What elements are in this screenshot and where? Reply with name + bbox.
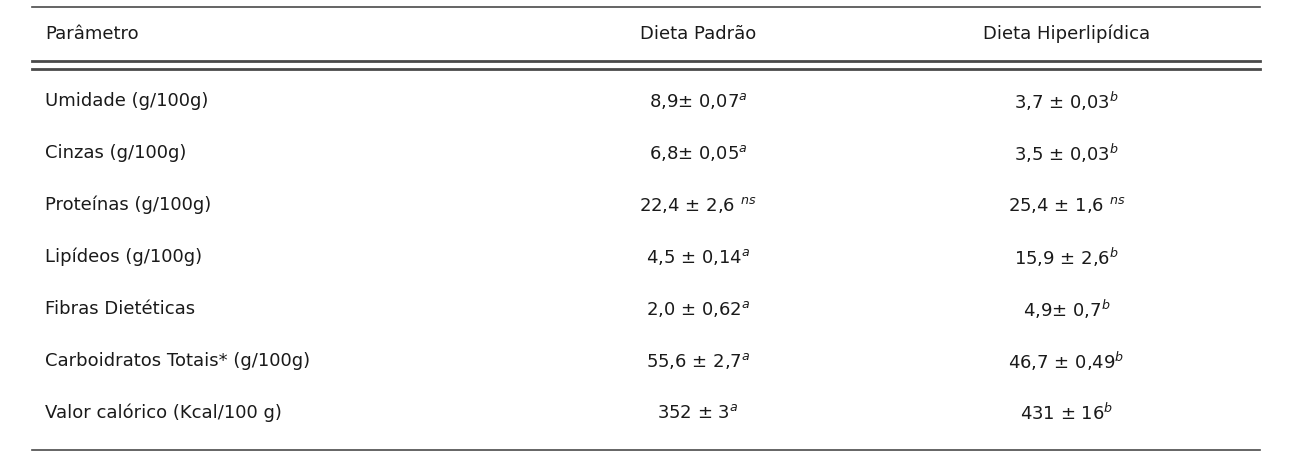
Text: Cinzas (g/100g): Cinzas (g/100g) — [45, 144, 186, 162]
Text: Proteínas (g/100g): Proteínas (g/100g) — [45, 196, 212, 214]
Text: Valor calórico (Kcal/100 g): Valor calórico (Kcal/100 g) — [45, 404, 282, 422]
Text: 2,0 ± 0,62$^{a}$: 2,0 ± 0,62$^{a}$ — [646, 299, 751, 319]
Text: 431 ± 16$^{b}$: 431 ± 16$^{b}$ — [1019, 403, 1114, 423]
Text: Dieta Padrão: Dieta Padrão — [640, 25, 756, 43]
Text: 55,6 ± 2,7$^{a}$: 55,6 ± 2,7$^{a}$ — [646, 351, 751, 371]
Text: 6,8± 0,05$^{a}$: 6,8± 0,05$^{a}$ — [649, 143, 748, 163]
Text: 4,5 ± 0,14$^{a}$: 4,5 ± 0,14$^{a}$ — [646, 247, 751, 267]
Text: 3,5 ± 0,03$^{b}$: 3,5 ± 0,03$^{b}$ — [1014, 142, 1119, 165]
Text: Umidade (g/100g): Umidade (g/100g) — [45, 92, 208, 110]
Text: 3,7 ± 0,03$^{b}$: 3,7 ± 0,03$^{b}$ — [1014, 89, 1119, 113]
Text: 15,9 ± 2,6$^{b}$: 15,9 ± 2,6$^{b}$ — [1014, 245, 1119, 269]
Text: 4,9± 0,7$^{b}$: 4,9± 0,7$^{b}$ — [1022, 297, 1110, 320]
Text: Dieta Hiperlipídica: Dieta Hiperlipídica — [983, 25, 1150, 43]
Text: Lipídeos (g/100g): Lipídeos (g/100g) — [45, 248, 203, 266]
Text: 22,4 ± 2,6 $^{ns}$: 22,4 ± 2,6 $^{ns}$ — [640, 195, 757, 215]
Text: Carboidratos Totais* (g/100g): Carboidratos Totais* (g/100g) — [45, 352, 310, 370]
Text: 25,4 ± 1,6 $^{ns}$: 25,4 ± 1,6 $^{ns}$ — [1008, 195, 1125, 215]
Text: 46,7 ± 0,49$^{b}$: 46,7 ± 0,49$^{b}$ — [1008, 349, 1124, 372]
Text: 352 ± 3$^{a}$: 352 ± 3$^{a}$ — [658, 404, 739, 422]
Text: Fibras Dietéticas: Fibras Dietéticas — [45, 300, 195, 318]
Text: 8,9± 0,07$^{a}$: 8,9± 0,07$^{a}$ — [649, 91, 748, 111]
Text: Parâmetro: Parâmetro — [45, 25, 138, 43]
